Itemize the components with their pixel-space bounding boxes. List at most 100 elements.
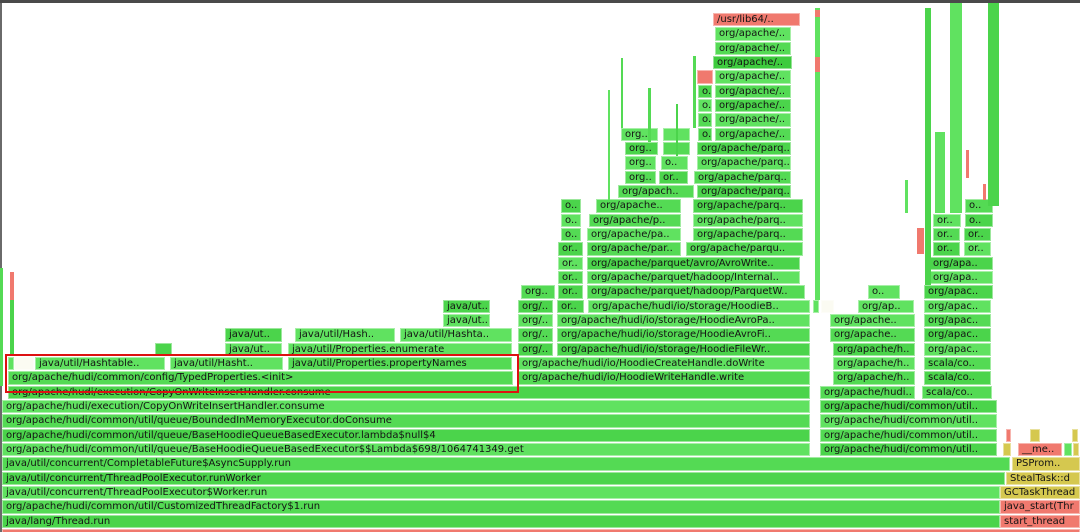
flame-frame[interactable]: java/ut.. [225,328,282,342]
flame-frame[interactable]: org/apache/hudi/common/util/queue/BaseHo… [2,428,810,443]
flame-spike[interactable] [950,2,962,213]
flame-spike[interactable] [648,88,651,142]
flame-frame[interactable] [821,299,834,314]
flame-frame[interactable]: org/apach.. [618,185,694,199]
flame-frame[interactable]: java/util/Properties.propertyNames [288,357,512,371]
flame-frame[interactable]: GCTaskThread [1000,486,1080,500]
flame-spike[interactable] [925,8,931,285]
flame-frame[interactable] [1003,443,1011,457]
flame-frame[interactable]: or.. [933,213,961,228]
flame-frame[interactable] [14,357,34,371]
flame-frame[interactable]: StealTask::d [1006,471,1080,486]
flame-spike[interactable] [983,184,986,200]
flame-frame[interactable]: org/apache/hudi/common/util/CustomizedTh… [2,500,1000,514]
flame-frame[interactable]: org/apache/h.. [833,342,915,357]
flame-frame[interactable]: org/ap.. [858,299,914,314]
flame-frame[interactable]: o.. [868,285,900,299]
flame-frame[interactable]: org/apache/parquet/avro/AvroWrite.. [587,256,800,271]
flame-frame[interactable]: org/apache/par.. [587,242,681,256]
flame-frame[interactable]: org/apache/parq.. [694,170,791,185]
flame-frame[interactable]: org/apache/hudi/common/util/queue/Bounde… [2,414,810,428]
flame-frame[interactable]: org/apache/hudi/common/config/TypedPrope… [8,371,513,385]
flame-frame[interactable]: org/apache/parquet/hadoop/ParquetW.. [587,285,805,299]
flame-frame[interactable] [1072,428,1078,443]
flame-frame[interactable]: org/apache/hudi/common/util.. [820,400,997,414]
flame-frame[interactable]: PSProm.. [1012,457,1080,471]
flame-frame[interactable]: org/.. [518,342,553,357]
flame-frame[interactable] [1064,443,1072,457]
flame-frame[interactable]: java/ut.. [443,299,490,314]
flame-frame[interactable]: org.. [521,285,555,299]
flame-frame[interactable]: or.. [558,285,583,299]
flame-frame[interactable]: o.. [698,127,712,142]
flame-frame[interactable]: org/apache/hudi/io/storage/HoodieAvroFi.… [557,328,810,342]
flame-frame[interactable]: org/.. [518,328,553,342]
flame-frame[interactable]: org/apac.. [924,328,991,342]
flame-frame[interactable]: org/apache/parquet/hadoop/Internal.. [587,271,800,285]
flame-frame[interactable]: org.. [625,170,656,185]
flame-frame[interactable]: org/apache/.. [715,84,791,99]
flame-frame[interactable]: org/apache/.. [715,113,791,127]
flame-frame[interactable]: java/util/Hasht.. [170,357,283,371]
flame-frame[interactable]: or.. [964,228,991,242]
flame-frame[interactable]: org/apache/hudi/io/storage/HoodieAvroPa.… [557,314,810,328]
flame-frame[interactable]: org/apache/hudi/common/util/queue/BaseHo… [2,443,810,457]
flame-spike[interactable] [693,56,696,128]
flame-frame[interactable]: java/ut.. [443,314,490,328]
flame-frame[interactable]: java/util/Hashtable.. [35,357,165,371]
flame-frame[interactable]: o.. [698,84,712,99]
flame-spike[interactable] [815,10,820,17]
flame-frame[interactable]: __me.. [1018,443,1062,457]
flame-frame[interactable]: o.. [561,228,581,242]
flame-frame[interactable]: org.. [621,127,658,142]
flame-frame[interactable]: org/apac.. [924,285,993,299]
flame-frame[interactable]: org/apa.. [929,256,993,271]
flame-spike[interactable] [10,300,14,356]
flame-frame[interactable]: org/apac.. [924,299,991,314]
flame-frame[interactable]: or.. [933,242,960,256]
flame-frame[interactable]: o.. [698,99,712,113]
flame-frame[interactable]: or.. [933,228,960,242]
flame-frame[interactable]: scala/co.. [924,371,991,385]
flame-frame[interactable]: or.. [964,242,991,256]
flame-frame[interactable]: java/lang/Thread.run [2,514,1000,529]
flame-frame[interactable]: java/util/concurrent/ThreadPoolExecutor$… [2,486,1000,500]
flame-frame[interactable]: o.. [561,199,581,213]
flame-frame[interactable] [697,70,713,84]
flame-frame[interactable]: org.. [625,142,658,156]
flame-spike[interactable] [966,150,969,178]
flame-spike[interactable] [10,272,14,300]
flame-frame[interactable]: org/apache/pa.. [587,228,681,242]
flame-frame[interactable]: java_start(Thr [1000,500,1080,514]
flame-frame[interactable]: org/apac.. [924,314,991,328]
flame-frame[interactable]: org/apache/.. [715,99,791,113]
flame-frame[interactable]: org/apache/parq.. [693,213,803,228]
flame-frame[interactable]: org/apache/hudi/io/storage/HoodieB.. [588,299,810,314]
flame-frame[interactable]: or.. [659,170,688,185]
flame-spike[interactable] [0,268,3,386]
flame-spike[interactable] [988,2,999,206]
flame-spike[interactable] [815,57,820,72]
flame-frame[interactable]: org/apache/.. [715,41,791,56]
flame-frame[interactable]: org/apache/.. [715,27,791,41]
flame-frame[interactable]: or.. [558,256,583,271]
flame-frame[interactable]: /usr/lib64/.. [713,13,800,27]
flame-frame[interactable]: org.. [625,156,656,170]
flame-frame[interactable]: org/apache/hudi/io/HoodieCreateHandle.do… [518,357,810,371]
flame-spike[interactable] [621,58,623,128]
flame-frame[interactable]: org/apache/parq.. [697,142,791,156]
flame-frame[interactable]: start_thread [1000,514,1080,529]
flame-frame[interactable]: org/apache/parq.. [697,185,791,199]
flame-spike[interactable] [676,104,678,156]
flame-frame[interactable]: org/apache/hudi/common/util.. [820,443,997,457]
flame-frame[interactable]: org/apache/parqu.. [686,242,803,256]
flame-frame[interactable]: org/apache/.. [715,127,791,142]
flame-frame[interactable]: org/apache/.. [715,70,791,84]
flame-frame[interactable]: o.. [965,213,993,228]
flame-frame[interactable]: org/apache/hudi.. [820,385,915,400]
flame-frame[interactable]: scala/co.. [922,385,992,400]
flame-frame[interactable]: o.. [561,213,581,228]
flame-spike[interactable] [608,90,610,200]
flame-frame[interactable]: o.. [661,156,688,170]
flame-frame[interactable]: org/apache/h.. [833,357,915,371]
